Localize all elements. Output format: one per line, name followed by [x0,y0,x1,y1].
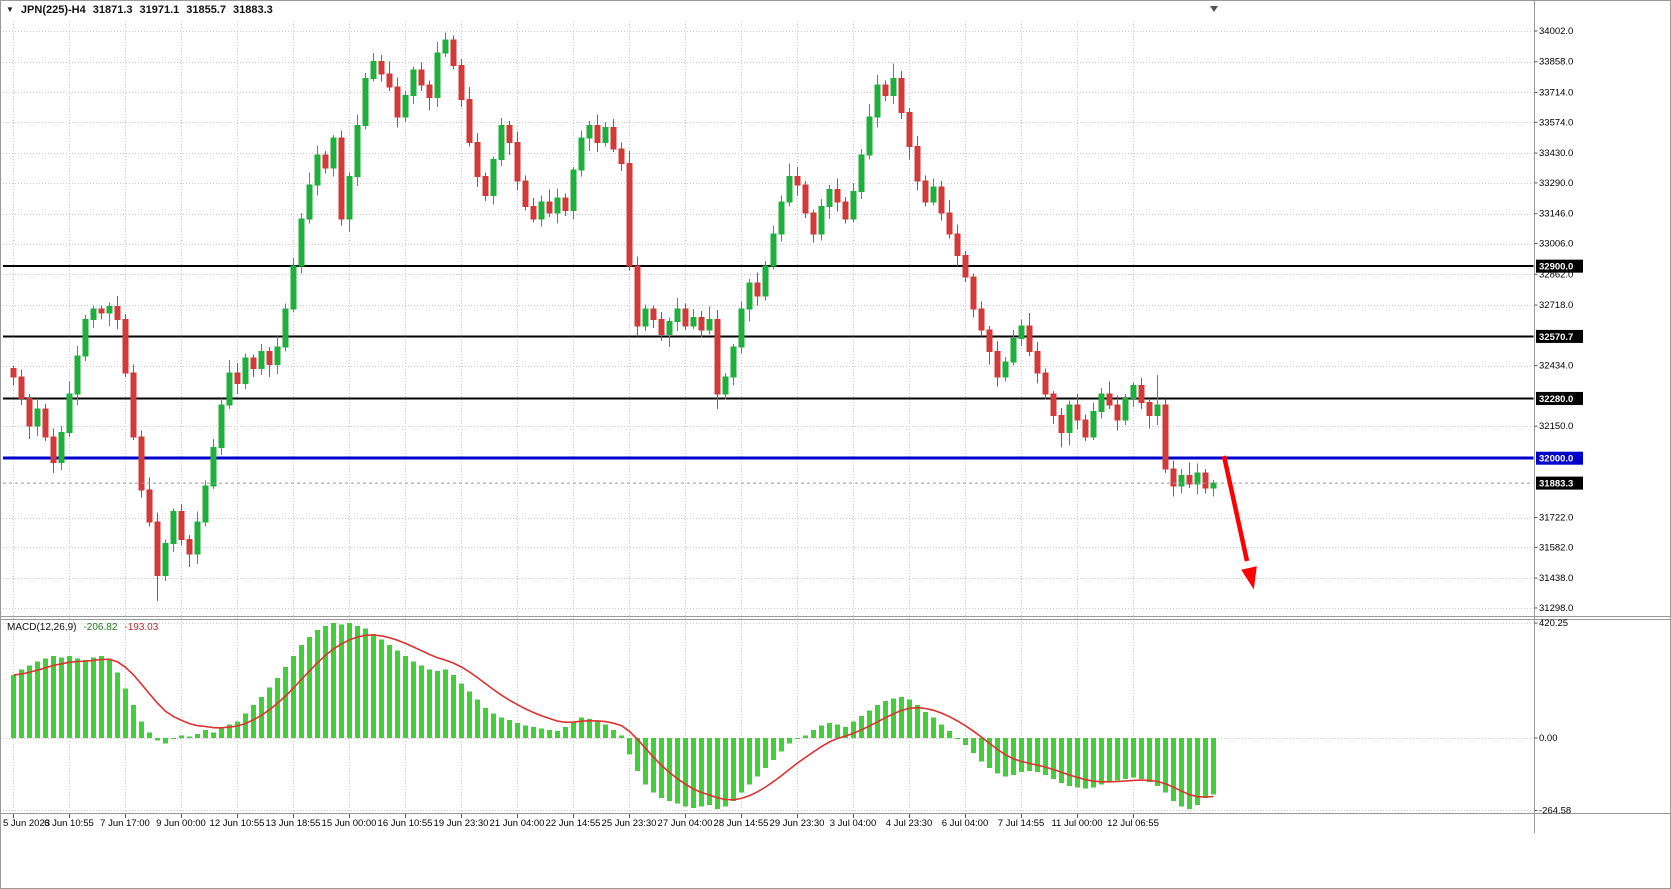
svg-text:33290.0: 33290.0 [1539,178,1573,189]
svg-text:28 Jun 14:55: 28 Jun 14:55 [714,818,769,829]
svg-text:33714.0: 33714.0 [1539,87,1573,98]
svg-text:13 Jun 18:55: 13 Jun 18:55 [266,818,321,829]
svg-text:27 Jun 04:00: 27 Jun 04:00 [658,818,713,829]
svg-text:33006.0: 33006.0 [1539,239,1573,250]
price-axis[interactable] [1535,1,1671,833]
grid-layer [3,21,1534,811]
svg-text:7 Jul 14:55: 7 Jul 14:55 [998,818,1044,829]
svg-text:32570.7: 32570.7 [1539,332,1573,343]
ohlc-low: 31855.7 [186,4,227,16]
macd-signal-line [13,634,1214,801]
ohlc-open: 31871.3 [92,4,133,16]
svg-text:33574.0: 33574.0 [1539,117,1573,128]
svg-text:29 Jun 23:30: 29 Jun 23:30 [770,818,825,829]
svg-text:5 Jun 2023: 5 Jun 2023 [3,818,50,829]
dropdown-triangle-icon: ▼ [6,5,14,14]
trend-arrow[interactable] [1221,455,1257,590]
time-axis[interactable] [1,814,1671,834]
hline-32280.0[interactable]: 32280.0 [3,391,1583,405]
svg-text:25 Jun 23:30: 25 Jun 23:30 [602,818,657,829]
svg-text:31438.0: 31438.0 [1539,573,1573,584]
svg-text:34002.0: 34002.0 [1539,26,1573,37]
macd-indicator-header: MACD(12,26,9) -206.82 -193.03 [7,622,158,633]
chart-symbol-header: ▼ JPN(225)-H4 31871.3 31971.1 31855.7 31… [6,4,273,16]
svg-text:6 Jul 04:00: 6 Jul 04:00 [942,818,988,829]
svg-text:3 Jul 04:00: 3 Jul 04:00 [830,818,876,829]
svg-text:32280.0: 32280.0 [1539,394,1573,405]
svg-text:31883.3: 31883.3 [1539,479,1573,490]
pane-separator[interactable] [1,616,1671,620]
svg-text:7 Jun 17:00: 7 Jun 17:00 [100,818,150,829]
svg-text:420.25: 420.25 [1539,618,1568,629]
svg-text:32862.0: 32862.0 [1539,269,1573,280]
time-axis-labels: 5 Jun 20236 Jun 10:55 7 Jun 17:00 9 Jun 00… [3,814,1159,829]
svg-text:32000.0: 32000.0 [1539,454,1573,465]
svg-text:31298.0: 31298.0 [1539,603,1573,614]
svg-text:33858.0: 33858.0 [1539,57,1573,68]
chart-shift-marker [1210,6,1218,12]
svg-text:12 Jun 10:55: 12 Jun 10:55 [210,818,265,829]
svg-text:32718.0: 32718.0 [1539,300,1573,311]
ohlc-close: 31883.3 [233,4,273,16]
svg-text:19 Jun 23:30: 19 Jun 23:30 [434,818,489,829]
svg-text:31722.0: 31722.0 [1539,513,1573,524]
macd-label: MACD(12,26,9) [7,622,77,633]
svg-text:0.00: 0.00 [1539,733,1558,744]
svg-text:32900.0: 32900.0 [1539,262,1573,273]
svg-text:31582.0: 31582.0 [1539,542,1573,553]
svg-text:4 Jul 23:30: 4 Jul 23:30 [886,818,932,829]
svg-text:9 Jun 00:00: 9 Jun 00:00 [156,818,206,829]
hline-32900.0[interactable]: 32900.0 [3,259,1583,273]
svg-text:6 Jun 10:55: 6 Jun 10:55 [44,818,94,829]
hline-32000.0[interactable]: 32000.0 [3,451,1583,465]
svg-text:33146.0: 33146.0 [1539,209,1573,220]
svg-text:15 Jun 00:00: 15 Jun 00:00 [322,818,377,829]
svg-text:11 Jul 00:00: 11 Jul 00:00 [1051,818,1102,829]
svg-text:22 Jun 14:55: 22 Jun 14:55 [546,818,601,829]
price-axis-labels: 34002.0 33858.0 33714.0 33574.0 33430.0 33290… [1534,26,1573,816]
svg-text:-264.58: -264.58 [1539,805,1571,816]
candles-layer [10,32,1217,602]
macd-main-value: -206.82 [83,622,118,633]
ohlc-high: 31971.1 [139,4,180,16]
svg-text:21 Jun 04:00: 21 Jun 04:00 [490,818,545,829]
bid-price-line: 31883.3 [3,476,1583,490]
svg-text:12 Jul 06:55: 12 Jul 06:55 [1107,818,1159,829]
svg-text:33430.0: 33430.0 [1539,148,1573,159]
macd-histogram [11,623,1216,810]
svg-text:16 Jun 10:55: 16 Jun 10:55 [378,818,433,829]
svg-text:32150.0: 32150.0 [1539,421,1573,432]
symbol-timeframe-label: JPN(225)-H4 [20,4,86,16]
hline-32570.7[interactable]: 32570.7 [3,329,1583,343]
svg-text:32434.0: 32434.0 [1539,361,1573,372]
macd-signal-value: -193.03 [124,622,159,633]
